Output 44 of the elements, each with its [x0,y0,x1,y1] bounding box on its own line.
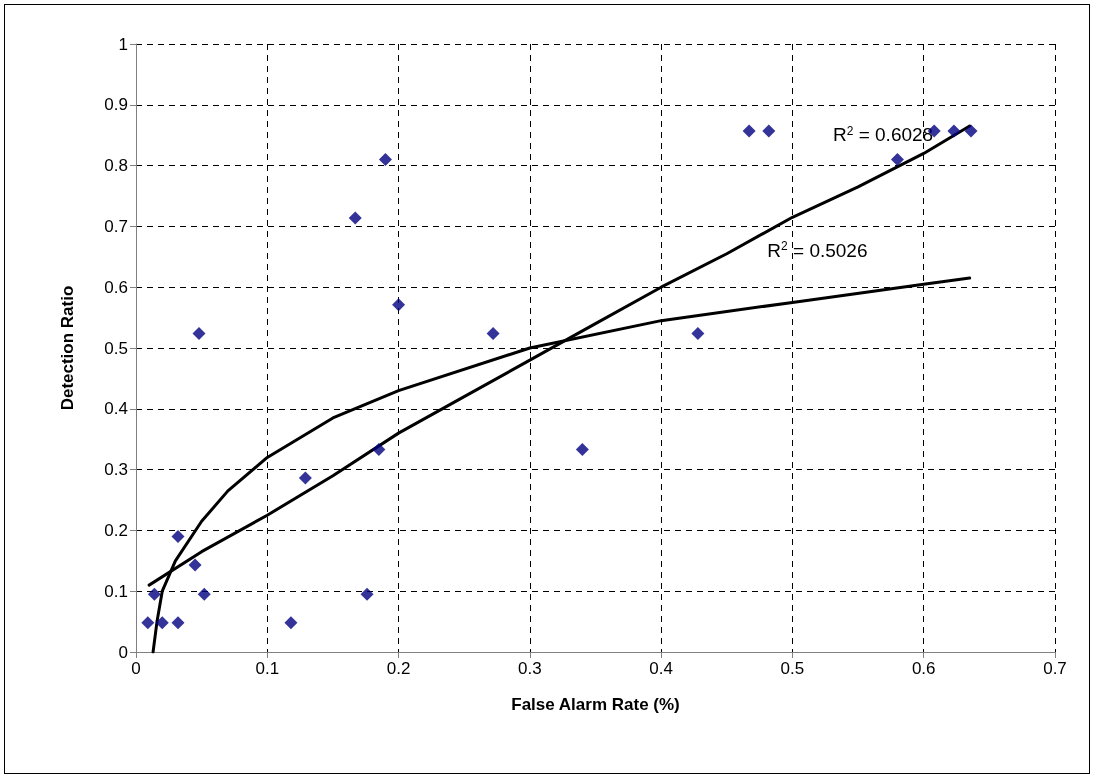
point [947,124,961,138]
point [742,124,756,138]
point [155,616,169,630]
y-tick-label: 0.7 [104,216,128,236]
x-tick-label: 0.4 [649,659,673,678]
point [486,326,500,340]
y-tick-label: 0.9 [104,95,128,115]
y-tick-label: 0.6 [104,277,128,297]
x-tick-label: 0.2 [386,659,411,678]
point [197,587,211,601]
point [691,326,705,340]
point [392,298,406,312]
point [171,616,185,630]
y-tick-label: 1 [118,34,128,54]
y-tick-label: 0.3 [104,460,128,480]
point [147,587,161,601]
point [360,587,374,601]
y-tick-label: 0.1 [104,581,128,601]
point [762,124,776,138]
y-axis-title: Detection Ratio [58,285,77,411]
x-tick-label: 0 [131,659,141,678]
y-tick-label: 0 [118,642,128,662]
point [171,529,185,543]
point [284,616,298,630]
point [192,326,206,340]
point [890,153,904,167]
point [964,124,978,138]
y-tick-label: 0.8 [104,156,128,176]
x-tick-label: 0.6 [911,659,936,678]
x-tick-label: 0.1 [255,659,280,678]
x-tick-label: 0.7 [1043,659,1067,678]
point [188,558,202,572]
y-tick-label: 0.5 [104,338,128,358]
point [348,211,362,225]
point [372,443,386,457]
x-tick-label: 0.3 [518,659,542,678]
point [298,471,312,485]
y-tick-label: 0.2 [104,520,128,540]
point [378,153,392,167]
point [575,443,589,457]
x-axis-title: False Alarm Rate (%) [511,695,680,714]
x-tick-label: 0.5 [780,659,805,678]
point [141,616,155,630]
y-tick-label: 0.4 [104,399,128,419]
